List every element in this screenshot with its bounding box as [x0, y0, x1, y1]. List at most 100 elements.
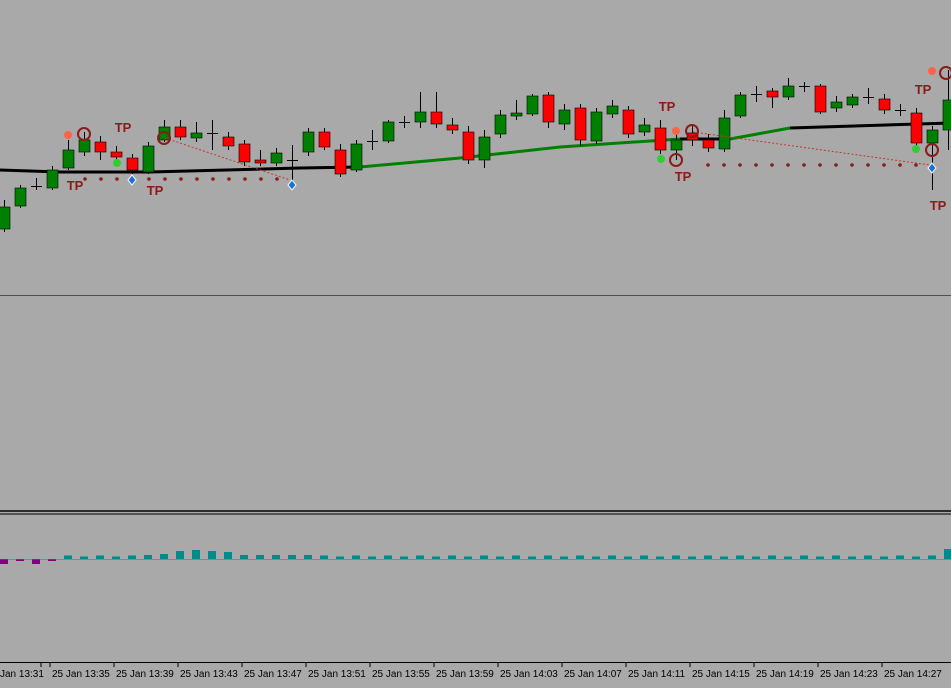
stop-dot	[738, 163, 742, 167]
histogram-bar	[352, 555, 360, 559]
candle-body	[878, 98, 891, 111]
candle-body	[174, 126, 187, 138]
histogram-bar	[832, 555, 840, 559]
time-label: 25 Jan 13:59	[436, 669, 494, 680]
histogram-bar	[192, 550, 200, 559]
histogram-bar	[64, 555, 72, 559]
time-label: 25 Jan 13:51	[308, 669, 366, 680]
moving-average	[149, 166, 301, 174]
signal-dot	[912, 145, 920, 153]
histogram-bar	[624, 556, 632, 559]
stop-dot	[722, 163, 726, 167]
time-label: 25 Jan 13:43	[180, 669, 238, 680]
histogram-bar	[48, 559, 56, 561]
candle-body	[654, 127, 667, 151]
histogram-bar	[736, 555, 744, 559]
candle-body	[350, 143, 363, 171]
tp-label: TP	[915, 82, 932, 97]
trade-marker	[157, 131, 171, 145]
histogram-bar	[928, 555, 936, 559]
signal-dot	[657, 155, 665, 163]
candle-body	[142, 145, 155, 173]
candle-body	[414, 111, 427, 123]
histogram-bar	[496, 556, 504, 559]
histogram-bar	[480, 555, 488, 559]
histogram-bar	[0, 559, 8, 564]
candle-body	[782, 85, 795, 98]
stop-dot	[147, 177, 151, 181]
time-label: 25 Jan 14:19	[756, 669, 814, 680]
candle-body	[510, 112, 523, 117]
candle-body	[622, 109, 635, 135]
histogram-bar	[176, 551, 184, 559]
stop-dot	[866, 163, 870, 167]
histogram-bar	[576, 555, 584, 559]
candle-body	[238, 143, 251, 163]
time-label: 25 Jan 14:03	[500, 669, 558, 680]
candle-body	[638, 124, 651, 133]
histogram-bar	[592, 556, 600, 559]
histogram-bar	[384, 555, 392, 559]
stop-dot	[99, 177, 103, 181]
stop-dot	[243, 177, 247, 181]
histogram-bar	[608, 555, 616, 559]
arrow-marker	[287, 179, 297, 191]
candle-body	[718, 117, 731, 150]
candle-body	[94, 141, 107, 153]
histogram-bar	[32, 559, 40, 564]
histogram-bar	[784, 556, 792, 559]
candle-body	[302, 131, 315, 153]
time-label: 25 Jan 13:39	[116, 669, 174, 680]
signal-dot	[928, 67, 936, 75]
candle-body	[734, 94, 747, 117]
histogram-bar	[768, 555, 776, 559]
candle-body	[0, 206, 11, 230]
histogram-bar	[560, 556, 568, 559]
histogram-bar	[640, 555, 648, 559]
stop-dot	[802, 163, 806, 167]
histogram-bar	[704, 555, 712, 559]
stop-dot	[882, 163, 886, 167]
signal-dot	[672, 127, 680, 135]
candle-body	[558, 109, 571, 125]
histogram-bar	[528, 556, 536, 559]
stop-dot	[227, 177, 231, 181]
histogram-bar	[896, 555, 904, 559]
trade-marker	[925, 143, 939, 157]
moving-average	[729, 126, 791, 141]
stop-dot	[898, 163, 902, 167]
tp-label: TP	[115, 120, 132, 135]
candle-body	[190, 132, 203, 139]
time-label: 25 Jan 13:35	[52, 669, 110, 680]
candle-body	[318, 131, 331, 148]
stop-dot	[179, 177, 183, 181]
moving-average	[359, 156, 461, 169]
histogram-bar	[336, 556, 344, 559]
trade-line	[164, 137, 291, 181]
histogram-bar	[944, 549, 951, 559]
candle-body	[334, 149, 347, 175]
trade-marker	[685, 124, 699, 138]
histogram-bar	[848, 556, 856, 559]
stop-dot	[115, 177, 119, 181]
candle-body	[46, 169, 59, 189]
histogram-bar	[128, 555, 136, 559]
trade-marker	[77, 127, 91, 141]
histogram-bar	[656, 556, 664, 559]
candle-body	[910, 112, 923, 144]
stop-dot	[914, 163, 918, 167]
histogram-bar	[752, 556, 760, 559]
candle-body	[382, 121, 395, 142]
candle-body	[126, 157, 139, 171]
time-label: 25 Jan 14:23	[820, 669, 878, 680]
time-label: Jan 13:31	[0, 669, 44, 680]
stop-dot	[211, 177, 215, 181]
candle-body	[766, 90, 779, 98]
histogram-bar	[400, 556, 408, 559]
histogram-bar	[688, 556, 696, 559]
time-label: 25 Jan 14:27	[884, 669, 942, 680]
histogram-bar	[16, 559, 24, 561]
stop-dot	[834, 163, 838, 167]
candle-body	[574, 107, 587, 141]
